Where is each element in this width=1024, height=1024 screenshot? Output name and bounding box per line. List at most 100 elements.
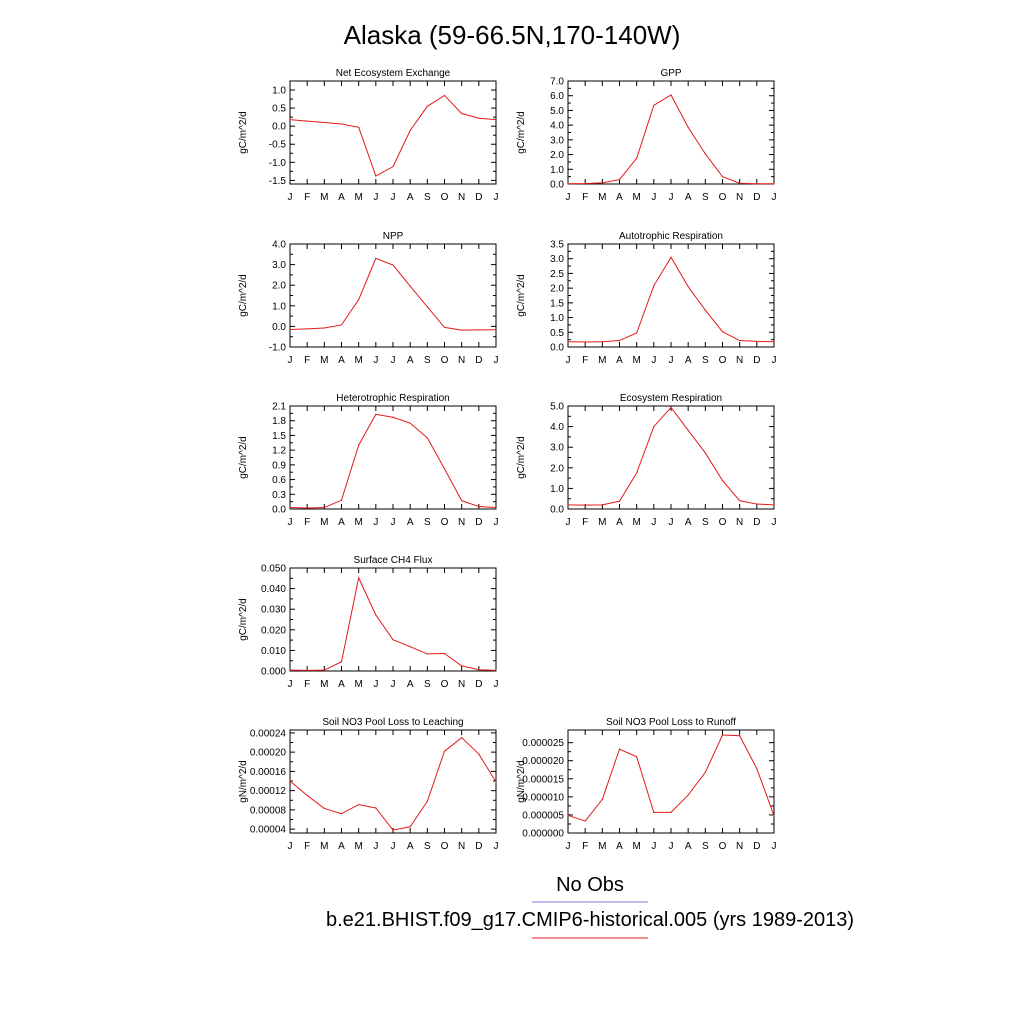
- data-point: [773, 504, 775, 506]
- y-tick-label: 5.0: [550, 106, 564, 117]
- data-point: [443, 652, 446, 655]
- data-point: [636, 157, 638, 159]
- series-line: [289, 413, 497, 509]
- data-point: [306, 794, 308, 797]
- x-tick-label: A: [685, 841, 692, 852]
- y-tick-label: 0.020: [261, 625, 286, 636]
- x-tick-label: J: [494, 192, 499, 203]
- x-tick-label: J: [651, 192, 656, 203]
- y-tick-label: 2.5: [550, 269, 564, 280]
- x-tick-label: O: [719, 841, 727, 852]
- x-tick-label: D: [475, 355, 482, 366]
- x-tick-label: S: [702, 841, 709, 852]
- x-tick-label: J: [288, 192, 293, 203]
- x-tick-label: J: [651, 517, 656, 528]
- data-point: [340, 324, 343, 326]
- x-tick-label: N: [458, 192, 465, 203]
- data-point: [358, 804, 360, 806]
- plot-frame: [567, 405, 775, 510]
- data-point: [409, 129, 411, 132]
- data-point: [461, 329, 463, 331]
- x-tick-label: A: [616, 517, 623, 528]
- y-tick-label: -1.0: [269, 158, 287, 169]
- y-tick-label: 1.2: [272, 446, 286, 457]
- panel-title: Net Ecosystem Exchange: [336, 68, 451, 79]
- plot-frame: [289, 567, 497, 672]
- data-point: [687, 286, 689, 288]
- data-point: [478, 669, 480, 671]
- x-tick-label: J: [373, 841, 378, 852]
- x-tick-label: A: [338, 679, 345, 690]
- y-tick-label: 1.5: [550, 298, 564, 309]
- y-axis-label: gC/m^2/d: [516, 274, 527, 317]
- panel-title: Soil NO3 Pool Loss to Runoff: [606, 717, 736, 728]
- y-tick-label: 1.0: [550, 484, 564, 495]
- data-point: [443, 94, 446, 97]
- data-point: [461, 665, 463, 667]
- x-tick-label: J: [288, 841, 293, 852]
- x-tick-label: J: [772, 192, 777, 203]
- x-tick-label: O: [719, 192, 727, 203]
- x-tick-label: S: [424, 841, 431, 852]
- y-axis-label: gN/m^2/d: [516, 760, 527, 803]
- data-point: [687, 794, 689, 796]
- x-tick-label: J: [651, 355, 656, 366]
- data-point: [461, 112, 463, 115]
- y-tick-label: 0.040: [261, 584, 286, 595]
- data-point: [739, 339, 741, 342]
- x-tick-label: D: [475, 679, 482, 690]
- y-tick-label: 0.0: [272, 322, 286, 333]
- panel-title: Autotrophic Respiration: [619, 231, 723, 242]
- x-tick-label: M: [632, 517, 640, 528]
- x-tick-label: J: [772, 841, 777, 852]
- y-tick-label: 4.0: [272, 240, 286, 251]
- data-point: [306, 120, 308, 122]
- data-point: [567, 341, 569, 343]
- panel-title: GPP: [660, 68, 681, 79]
- y-axis-label: gC/m^2/d: [516, 436, 527, 479]
- data-point: [461, 737, 463, 739]
- y-tick-label: 0.000015: [522, 774, 564, 785]
- data-point: [773, 815, 775, 817]
- y-tick-label: 3.0: [550, 443, 564, 454]
- y-tick-label: 1.5: [272, 431, 286, 442]
- data-point: [358, 126, 360, 128]
- y-axis-label: gN/m^2/d: [238, 760, 249, 803]
- data-point: [739, 735, 741, 737]
- x-tick-label: J: [494, 355, 499, 366]
- y-axis-label: gC/m^2/d: [238, 598, 249, 641]
- data-point: [601, 182, 603, 184]
- x-tick-label: O: [441, 841, 449, 852]
- data-point: [358, 444, 360, 446]
- x-tick-label: J: [373, 679, 378, 690]
- data-point: [495, 781, 497, 783]
- y-tick-label: 4.0: [550, 422, 564, 433]
- x-tick-label: S: [424, 679, 431, 690]
- data-point: [306, 669, 308, 671]
- y-tick-label: 5.0: [550, 402, 564, 413]
- data-point: [653, 104, 655, 106]
- data-point: [478, 753, 480, 755]
- y-tick-label: 0.000000: [522, 829, 564, 840]
- data-point: [323, 327, 325, 329]
- data-point: [670, 406, 672, 409]
- y-axis-label: gC/m^2/d: [238, 436, 249, 479]
- data-point: [495, 669, 497, 671]
- y-tick-label: 0.6: [272, 475, 286, 486]
- y-tick-label: 2.0: [550, 150, 564, 161]
- y-tick-label: 0.0: [550, 505, 564, 516]
- data-point: [289, 669, 291, 671]
- y-tick-label: 0.00024: [250, 728, 287, 739]
- y-tick-label: 3.0: [550, 135, 564, 146]
- data-point: [461, 500, 463, 502]
- data-point: [375, 614, 377, 616]
- x-tick-label: A: [685, 355, 692, 366]
- data-point: [601, 798, 603, 800]
- x-tick-label: D: [753, 517, 760, 528]
- y-tick-label: 2.1: [272, 402, 286, 413]
- data-point: [306, 328, 308, 330]
- x-tick-label: O: [719, 517, 727, 528]
